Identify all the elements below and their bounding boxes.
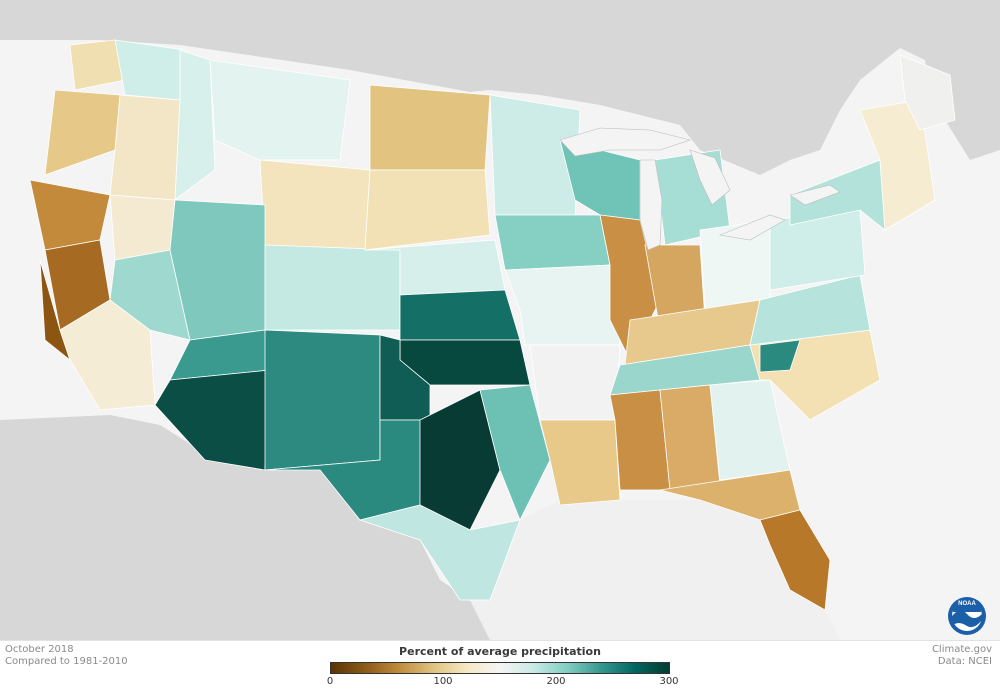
footer-bar: October 2018 Compared to 1981-2010 Perce… (0, 640, 1000, 691)
lake-michigan (639, 159, 663, 251)
footer-credits: Climate.gov Data: NCEI (932, 644, 992, 668)
region-idaho (174, 49, 216, 201)
lake-ontario (789, 184, 841, 206)
noaa-logo-text: NOAA (958, 601, 976, 607)
region-west-virginia (759, 339, 801, 373)
us-state-regions (29, 39, 956, 611)
region-louisiana (539, 419, 621, 506)
region-alabama (659, 384, 721, 491)
region-washington-east (114, 39, 186, 101)
region-wyoming (259, 159, 371, 251)
region-colorado (264, 244, 401, 331)
region-new-york (789, 159, 886, 231)
region-mississippi (609, 389, 671, 491)
precipitation-map: NOAA (0, 0, 1000, 640)
region-nevada-south (109, 249, 191, 341)
region-texas-central (419, 389, 501, 531)
legend-tick-0: 0 (326, 676, 334, 687)
great-lakes (559, 127, 841, 251)
legend-color-bar (330, 662, 670, 674)
baseline-label: Compared to 1981-2010 (5, 656, 128, 667)
region-oregon-east (109, 94, 181, 201)
noaa-logo: NOAA (948, 597, 986, 635)
legend-tick-300: 300 (659, 676, 679, 687)
region-north-dakota (369, 84, 491, 171)
canada-landmass (0, 0, 1000, 175)
region-kansas (399, 289, 521, 341)
lake-superior (559, 127, 692, 157)
region-new-mexico (264, 329, 381, 471)
gulf-of-mexico (470, 500, 840, 640)
legend-tick-100: 100 (433, 676, 453, 687)
region-maine (899, 54, 956, 131)
region-texas-east (479, 384, 551, 521)
data-credit-label: Data: NCEI (937, 656, 992, 667)
source-label: Climate.gov (931, 644, 992, 655)
region-virginia (749, 274, 871, 346)
date-label: October 2018 (5, 644, 74, 655)
legend-title: Percent of average precipitation (399, 645, 601, 658)
footer-caption: October 2018 Compared to 1981-2010 (5, 644, 128, 668)
legend-tick-200: 200 (546, 676, 566, 687)
region-arkansas (529, 344, 621, 421)
mexico-landmass (0, 415, 490, 640)
region-florida-peninsula (759, 509, 831, 611)
region-south-dakota (364, 169, 491, 251)
region-iowa (494, 214, 611, 271)
region-montana (209, 59, 351, 161)
region-nevada (109, 194, 176, 261)
lake-erie (718, 214, 786, 241)
lake-huron (689, 149, 731, 206)
region-texas-south (358, 504, 521, 601)
